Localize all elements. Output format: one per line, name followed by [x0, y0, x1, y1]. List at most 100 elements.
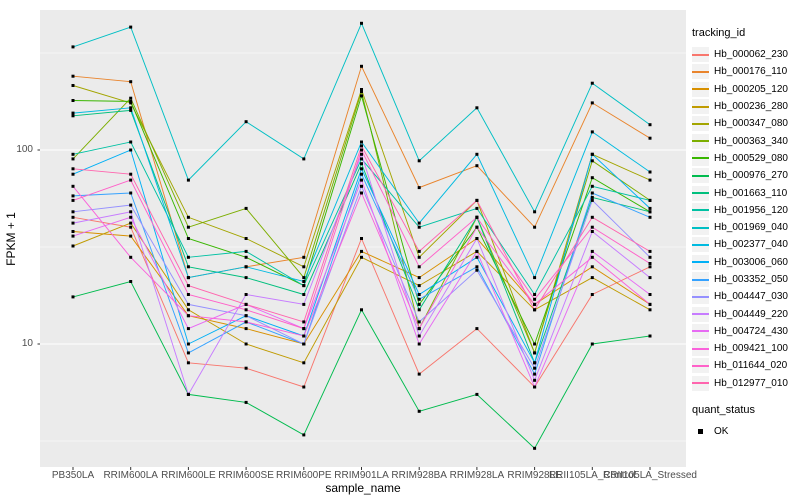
legend-item-label: Hb_003352_050 [714, 274, 788, 285]
legend-key-swatch [692, 358, 709, 374]
data-point [590, 176, 594, 180]
legend-item: Hb_000062_230 [692, 46, 798, 63]
data-point [590, 130, 594, 134]
x-axis-title: sample_name [325, 481, 401, 495]
legend-item-label: Hb_000236_280 [714, 101, 788, 113]
data-point [129, 96, 133, 100]
data-point [71, 221, 75, 225]
legend-item: Hb_004447_030 [692, 288, 798, 305]
data-point [302, 293, 306, 296]
data-point [417, 308, 421, 312]
data-point [186, 276, 190, 280]
data-point [417, 255, 421, 259]
data-point [71, 234, 75, 238]
data-point [533, 366, 537, 370]
data-point [533, 210, 537, 214]
data-point [533, 351, 537, 355]
legend-line-icon [692, 105, 709, 108]
data-point [533, 342, 537, 346]
data-point [129, 234, 133, 238]
x-tick-label: RRIM928BA [391, 470, 447, 481]
data-point [71, 114, 75, 118]
data-point [71, 172, 75, 176]
legend-item: Hb_000347_080 [692, 115, 798, 132]
data-point [129, 215, 133, 219]
legend-item: Hb_001956_120 [692, 202, 798, 219]
data-point [244, 366, 248, 370]
data-point [417, 342, 421, 346]
x-tick-label: RRIM928LA [449, 470, 505, 481]
data-point [302, 433, 306, 437]
y-tick-label: 100 [16, 144, 33, 155]
data-point [475, 206, 479, 210]
data-point [475, 152, 479, 156]
legend-item-label: Hb_001663_110 [714, 187, 788, 199]
legend-item: Hb_002377_040 [692, 236, 798, 253]
data-point [360, 162, 363, 166]
legend-item: Hb_000363_340 [692, 132, 798, 149]
data-point [360, 172, 363, 176]
data-point [302, 320, 306, 324]
data-point [590, 101, 594, 105]
data-point [590, 276, 594, 280]
x-tick-label: RRIM901LA [334, 470, 389, 481]
legend-item-label: Hb_001956_120 [714, 204, 788, 216]
data-point [475, 327, 479, 331]
y-tick-label: 10 [21, 338, 33, 349]
legend-key-swatch [692, 220, 709, 236]
data-point [648, 136, 652, 140]
data-point [533, 372, 537, 376]
data-point [475, 392, 479, 396]
data-point [129, 280, 133, 283]
legend-title-quant-status: quant_status [692, 403, 755, 416]
data-point [302, 284, 306, 288]
data-point [244, 249, 248, 253]
x-tick-label: RRIM600SE [218, 470, 274, 481]
legend-item-label: Hb_001969_040 [714, 222, 788, 234]
legend-key-swatch [692, 47, 709, 63]
x-tick-label: RRIM600LA [103, 470, 158, 481]
data-point [417, 249, 421, 253]
data-point [648, 178, 652, 182]
data-point [417, 334, 421, 338]
data-point [417, 372, 421, 376]
data-point [648, 293, 652, 296]
data-point [648, 276, 652, 280]
x-tick-label: RRII105LA_Control [548, 470, 636, 481]
legend-section-quant-status: quant_status OK [692, 404, 798, 440]
data-point [71, 295, 75, 299]
legend-line-icon [692, 209, 709, 212]
legend-line-icon [692, 382, 709, 385]
legend-line-icon [692, 157, 709, 160]
data-point [186, 392, 190, 396]
data-point [244, 342, 248, 346]
legend-line-icon [692, 226, 709, 229]
data-point [360, 255, 363, 259]
black-square-point-icon [698, 429, 703, 435]
data-point [129, 225, 133, 229]
data-point [475, 198, 479, 202]
data-point [244, 400, 248, 404]
legend-item-label: Hb_000062_230 [714, 49, 788, 61]
data-point [71, 184, 75, 188]
data-point [590, 249, 594, 253]
data-point [71, 74, 75, 78]
data-point [475, 237, 479, 240]
data-point [302, 342, 306, 346]
data-point [244, 320, 248, 324]
data-point [590, 159, 594, 163]
data-point [186, 255, 190, 259]
legend-title-tracking-id: tracking_id [692, 27, 746, 39]
data-point [360, 94, 363, 98]
data-point [648, 123, 652, 127]
data-point [590, 198, 594, 202]
x-tick-label: PB350LA [51, 470, 95, 481]
data-point [648, 215, 652, 219]
data-point [71, 99, 75, 102]
data-point [186, 215, 190, 219]
data-point [71, 152, 75, 156]
data-point [475, 215, 479, 219]
data-point [590, 81, 594, 85]
y-axis-title: FPKM + 1 [4, 212, 18, 266]
